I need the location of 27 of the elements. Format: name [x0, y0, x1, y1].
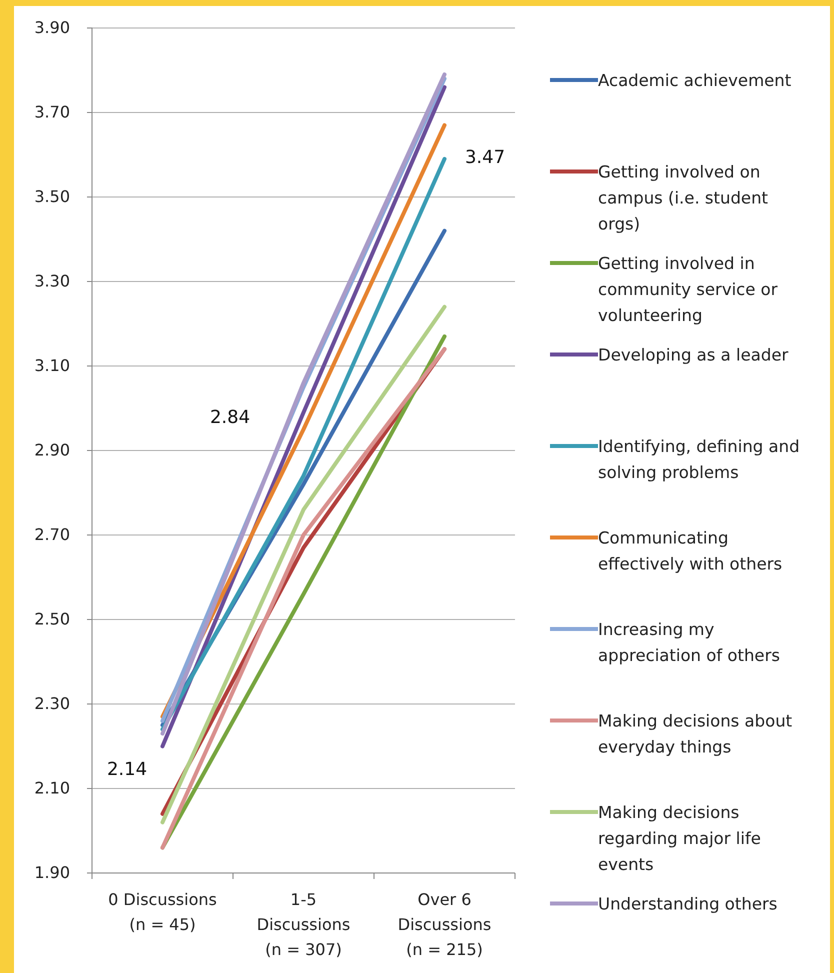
y-tick-label: 3.90 [34, 18, 70, 38]
y-tick-label: 2.70 [34, 525, 70, 544]
y-tick-label: 3.70 [34, 102, 70, 122]
legend-label: Academic achievement [598, 71, 792, 90]
y-tick-label: 2.50 [34, 610, 70, 629]
legend-label: Making decisions about everyday things [598, 712, 793, 756]
legend-label: Understanding others [598, 894, 778, 914]
annotation: 2.84 [210, 407, 250, 428]
x-tick-label: Over 6 Discussions (n = 215) [398, 890, 492, 959]
annotation: 3.47 [464, 147, 506, 168]
legend-label: Communicating effectively with others [598, 528, 782, 574]
legend-label: Increasing my appreciation of others [598, 620, 780, 665]
y-tick-label: 2.30 [34, 694, 70, 714]
legend-label: Getting involved on campus (i.e. student orgs) [598, 162, 769, 234]
x-tick-label: 0 Discussions (n = 45) [108, 890, 217, 934]
y-tick-label: 3.50 [34, 187, 70, 206]
y-tick-label: 1.90 [34, 863, 70, 882]
y-tick-label: 2.10 [34, 778, 70, 798]
legend-label: Making decisions regarding major life events [598, 803, 761, 874]
y-tick-label: 3.10 [34, 356, 70, 376]
legend-label: Developing as a leader [598, 346, 788, 364]
legend-label: Getting involved in community service or volunteering [598, 254, 778, 325]
x-tick-label: 1-5 Discussions (n = 307) [256, 890, 350, 959]
y-tick-label: 2.90 [34, 440, 70, 460]
annotation: 2.14 [106, 759, 148, 780]
y-tick-label: 3.30 [34, 272, 70, 291]
legend-label: Identifying, defining and solving problems [598, 437, 800, 482]
